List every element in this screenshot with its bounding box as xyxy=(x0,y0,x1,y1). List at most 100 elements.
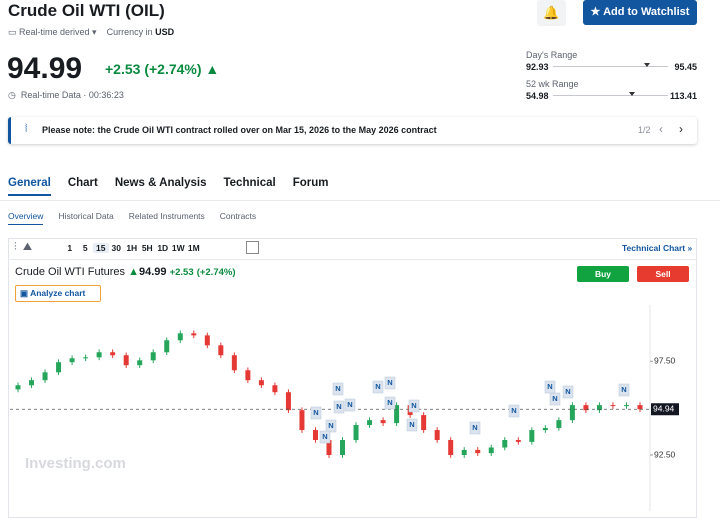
technical-label: Technical Chart xyxy=(622,243,686,253)
candle-body xyxy=(96,352,102,358)
tab[interactable]: Technical xyxy=(223,177,276,189)
news-badge xyxy=(333,400,345,414)
y-tick-label: 92.50 xyxy=(654,449,676,459)
candle-body xyxy=(380,420,386,424)
news-badge xyxy=(562,385,574,399)
tab[interactable]: Chart xyxy=(67,177,98,189)
tab[interactable]: General xyxy=(8,177,51,196)
candle-body xyxy=(569,405,575,421)
news-marker: N xyxy=(335,384,340,393)
chart-price: 94.99 xyxy=(138,266,167,278)
news-badge xyxy=(384,376,396,390)
news-badge xyxy=(508,404,520,418)
wk-range-label: 52 wk Range xyxy=(526,79,579,89)
time: Real-time Data · 00:36:23 xyxy=(20,90,124,100)
candle-body xyxy=(326,440,332,455)
interval[interactable]: 30 xyxy=(111,243,121,253)
candle-body xyxy=(515,440,521,442)
news-marker: N xyxy=(375,382,380,391)
source: Real-time derived xyxy=(19,27,90,37)
buy-button[interactable]: Buy xyxy=(577,266,629,282)
news-marker: N xyxy=(328,421,333,430)
candle-body xyxy=(258,380,264,386)
candle-body xyxy=(637,405,643,410)
news-badge xyxy=(406,418,418,432)
candle-body xyxy=(218,345,224,356)
interval[interactable]: 1W xyxy=(171,243,185,253)
alert-button[interactable]: 🔔 xyxy=(537,0,566,26)
sell-button[interactable]: Sell xyxy=(637,266,689,282)
interval[interactable]: 1D xyxy=(157,243,169,253)
technical-link[interactable]: Technical Chart » xyxy=(622,243,693,253)
candle-body xyxy=(123,355,129,366)
subtab[interactable]: Overview xyxy=(8,211,44,225)
candle-body xyxy=(204,335,210,346)
candle-body xyxy=(177,333,183,341)
news-marker: N xyxy=(621,385,626,394)
candle-body xyxy=(191,333,197,336)
news-badge xyxy=(408,399,420,413)
interval[interactable]: 5H xyxy=(141,243,153,253)
candle-body xyxy=(110,352,116,356)
news-marker: N xyxy=(322,432,327,441)
interval[interactable]: 1M xyxy=(187,243,200,253)
chart-change: +2.53 xyxy=(169,267,194,278)
candle-body xyxy=(56,362,62,373)
watermark: Investing.com xyxy=(25,455,126,472)
news-badge xyxy=(469,421,481,435)
analyze-button[interactable]: ▣ Analyze chart xyxy=(15,285,101,302)
candle-body xyxy=(529,430,535,442)
news-badge xyxy=(344,398,356,412)
subtab[interactable]: Contracts xyxy=(219,211,257,221)
interval[interactable]: 1 xyxy=(67,243,73,253)
watchlist-button[interactable]: ★ Add to Watchlist xyxy=(583,0,697,25)
day-marker xyxy=(644,63,650,67)
candle-body xyxy=(461,449,467,455)
candle-body xyxy=(434,430,440,440)
candle-body xyxy=(367,420,373,425)
settings-icon[interactable] xyxy=(246,241,259,254)
news-badge xyxy=(544,380,556,394)
news-marker: N xyxy=(565,387,570,396)
prev[interactable]: ‹ xyxy=(659,122,663,136)
candle-body xyxy=(475,449,481,454)
pager: 1/2 xyxy=(638,125,651,135)
candle-body xyxy=(340,440,346,455)
last-price-label: 94.94 xyxy=(653,404,675,414)
candle-body xyxy=(583,405,589,411)
candle-body xyxy=(29,380,35,386)
candle-body xyxy=(164,340,170,353)
tab[interactable]: Forum xyxy=(292,177,329,189)
day-high: 95.45 xyxy=(674,62,697,72)
subtab[interactable]: Related Instruments xyxy=(128,211,205,221)
currency: USD xyxy=(155,27,175,37)
title: Crude Oil WTI (OIL) xyxy=(8,1,165,20)
last-price-box xyxy=(651,403,679,416)
toolbar-rule xyxy=(8,259,697,260)
candle-body xyxy=(137,360,143,366)
candle-body xyxy=(421,415,427,431)
interval[interactable]: 5 xyxy=(82,243,88,253)
tabs: General Chart News & Analysis Technical Foru… xyxy=(8,177,345,196)
interval[interactable]: 15 xyxy=(93,243,109,253)
next[interactable]: › xyxy=(679,122,683,136)
notice: ⦚ Please note: the Crude Oil WTI contrac… xyxy=(8,117,697,144)
candle-body xyxy=(285,392,291,411)
change: +2.53 (+2.74%) xyxy=(105,61,202,77)
wk-bar xyxy=(553,92,668,96)
rss-icon: ⦚ xyxy=(25,123,28,135)
y-tick-label: 97.50 xyxy=(654,356,676,366)
tab[interactable]: News & Analysis xyxy=(114,177,207,189)
day-range-label: Day's Range xyxy=(526,50,578,60)
candle-body xyxy=(245,370,251,381)
news-marker: N xyxy=(547,382,552,391)
source-line: ▭ Real-time derived ▾ Currency in USD xyxy=(8,27,175,37)
interval[interactable]: 1H xyxy=(126,243,138,253)
subtab[interactable]: Historical Data xyxy=(58,211,114,221)
chart-name-line: Crude Oil WTI Futures ▲94.99 +2.53 (+2.7… xyxy=(15,266,236,278)
candle-body xyxy=(272,385,278,393)
candle-body xyxy=(448,440,454,455)
candle-body xyxy=(83,357,89,359)
candle-body xyxy=(556,420,562,428)
